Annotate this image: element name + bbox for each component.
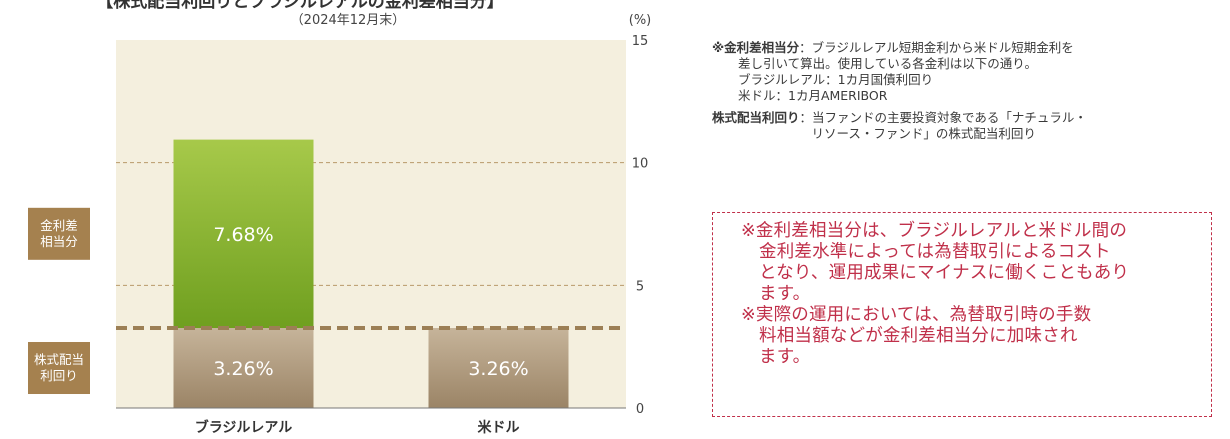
y-tick-label: 15 [632,34,649,49]
bar-value-label: 3.26% [213,358,273,380]
side-label-box [28,342,90,395]
warning-line-4: ※実際の運用においては、為替取引時の手数 [741,305,1092,325]
warning-line-0: ※金利差相当分は、ブラジルレアルと米ドル間の [741,221,1128,241]
note-interest-diff: ※金利差相当分 ：ブラジルレアル短期金利から米ドル短期金利を [712,40,1217,56]
note2-key: 株式配当利回り [712,110,800,125]
notes-panel: ※金利差相当分 ：ブラジルレアル短期金利から米ドル短期金利を 差し引いて算出。使… [712,40,1217,142]
note-dividend: 株式配当利回り ：当ファンドの主要投資対象である「ナチュラル・ リソース・ファン… [712,110,1217,142]
value-labels: 3.26% 7.68% 3.26% [213,224,528,380]
note1-line-3: 米ドル：1カ月AMERIBOR [738,88,888,103]
warning-box: ※金利差相当分は、ブラジルレアルと米ドル間の 金利差水準によっては為替取引による… [712,212,1212,417]
note1-line-2: ブラジルレアル：1カ月国債利回り [738,72,934,87]
note1-line-0: ：ブラジルレアル短期金利から米ドル短期金利を [799,40,1074,55]
side-label-text: 利回り [40,368,78,383]
note1-line-1: 差し引いて算出。使用している各金利は以下の通り。 [738,56,1038,71]
x-category-label: 米ドル [478,419,520,436]
bars [173,139,569,408]
y-tick-label: 10 [632,157,649,172]
side-label-box [28,207,90,260]
bar-interest-diff-0 [173,139,314,329]
chart-title: 【株式配当利回りとブラジルレアルの金利差相当分】 [96,0,504,12]
warning-line-5: 料相当額などが金利差相当分に加味され [759,326,1078,346]
note2-line-0: ：当ファンドの主要投資対象である「ナチュラル・ [799,110,1087,125]
bar-dividend-0 [173,328,314,408]
x-category-label: ブラジルレアル [195,419,293,436]
bar-dividend-1 [428,328,569,408]
bar-value-label: 3.26% [468,358,528,380]
x-categories: ブラジルレアル 米ドル [195,419,520,436]
y-axis-unit: (%) [629,13,652,28]
y-tick-label: 0 [636,402,644,417]
warning-line-6: ます。 [759,347,811,367]
side-label-text: 相当分 [40,234,78,249]
y-tick-label: 5 [636,279,644,294]
note1-key: ※金利差相当分 [712,40,800,55]
bar-value-label: 7.68% [213,224,273,246]
warning-line-3: ます。 [759,284,811,304]
side-label-text: 株式配当 [34,352,84,367]
y-ticks: 0 5 10 15 [632,34,649,417]
warning-line-2: となり、運用成果にマイナスに働くこともあり [759,263,1130,283]
chart-date: （2024年12月末） [291,13,406,28]
note2-line-1: リソース・ファンド」の株式配当利回り [811,126,1036,141]
side-label-text: 金利差 [40,218,78,233]
warning-line-1: 金利差水準によっては為替取引によるコスト [759,242,1111,262]
